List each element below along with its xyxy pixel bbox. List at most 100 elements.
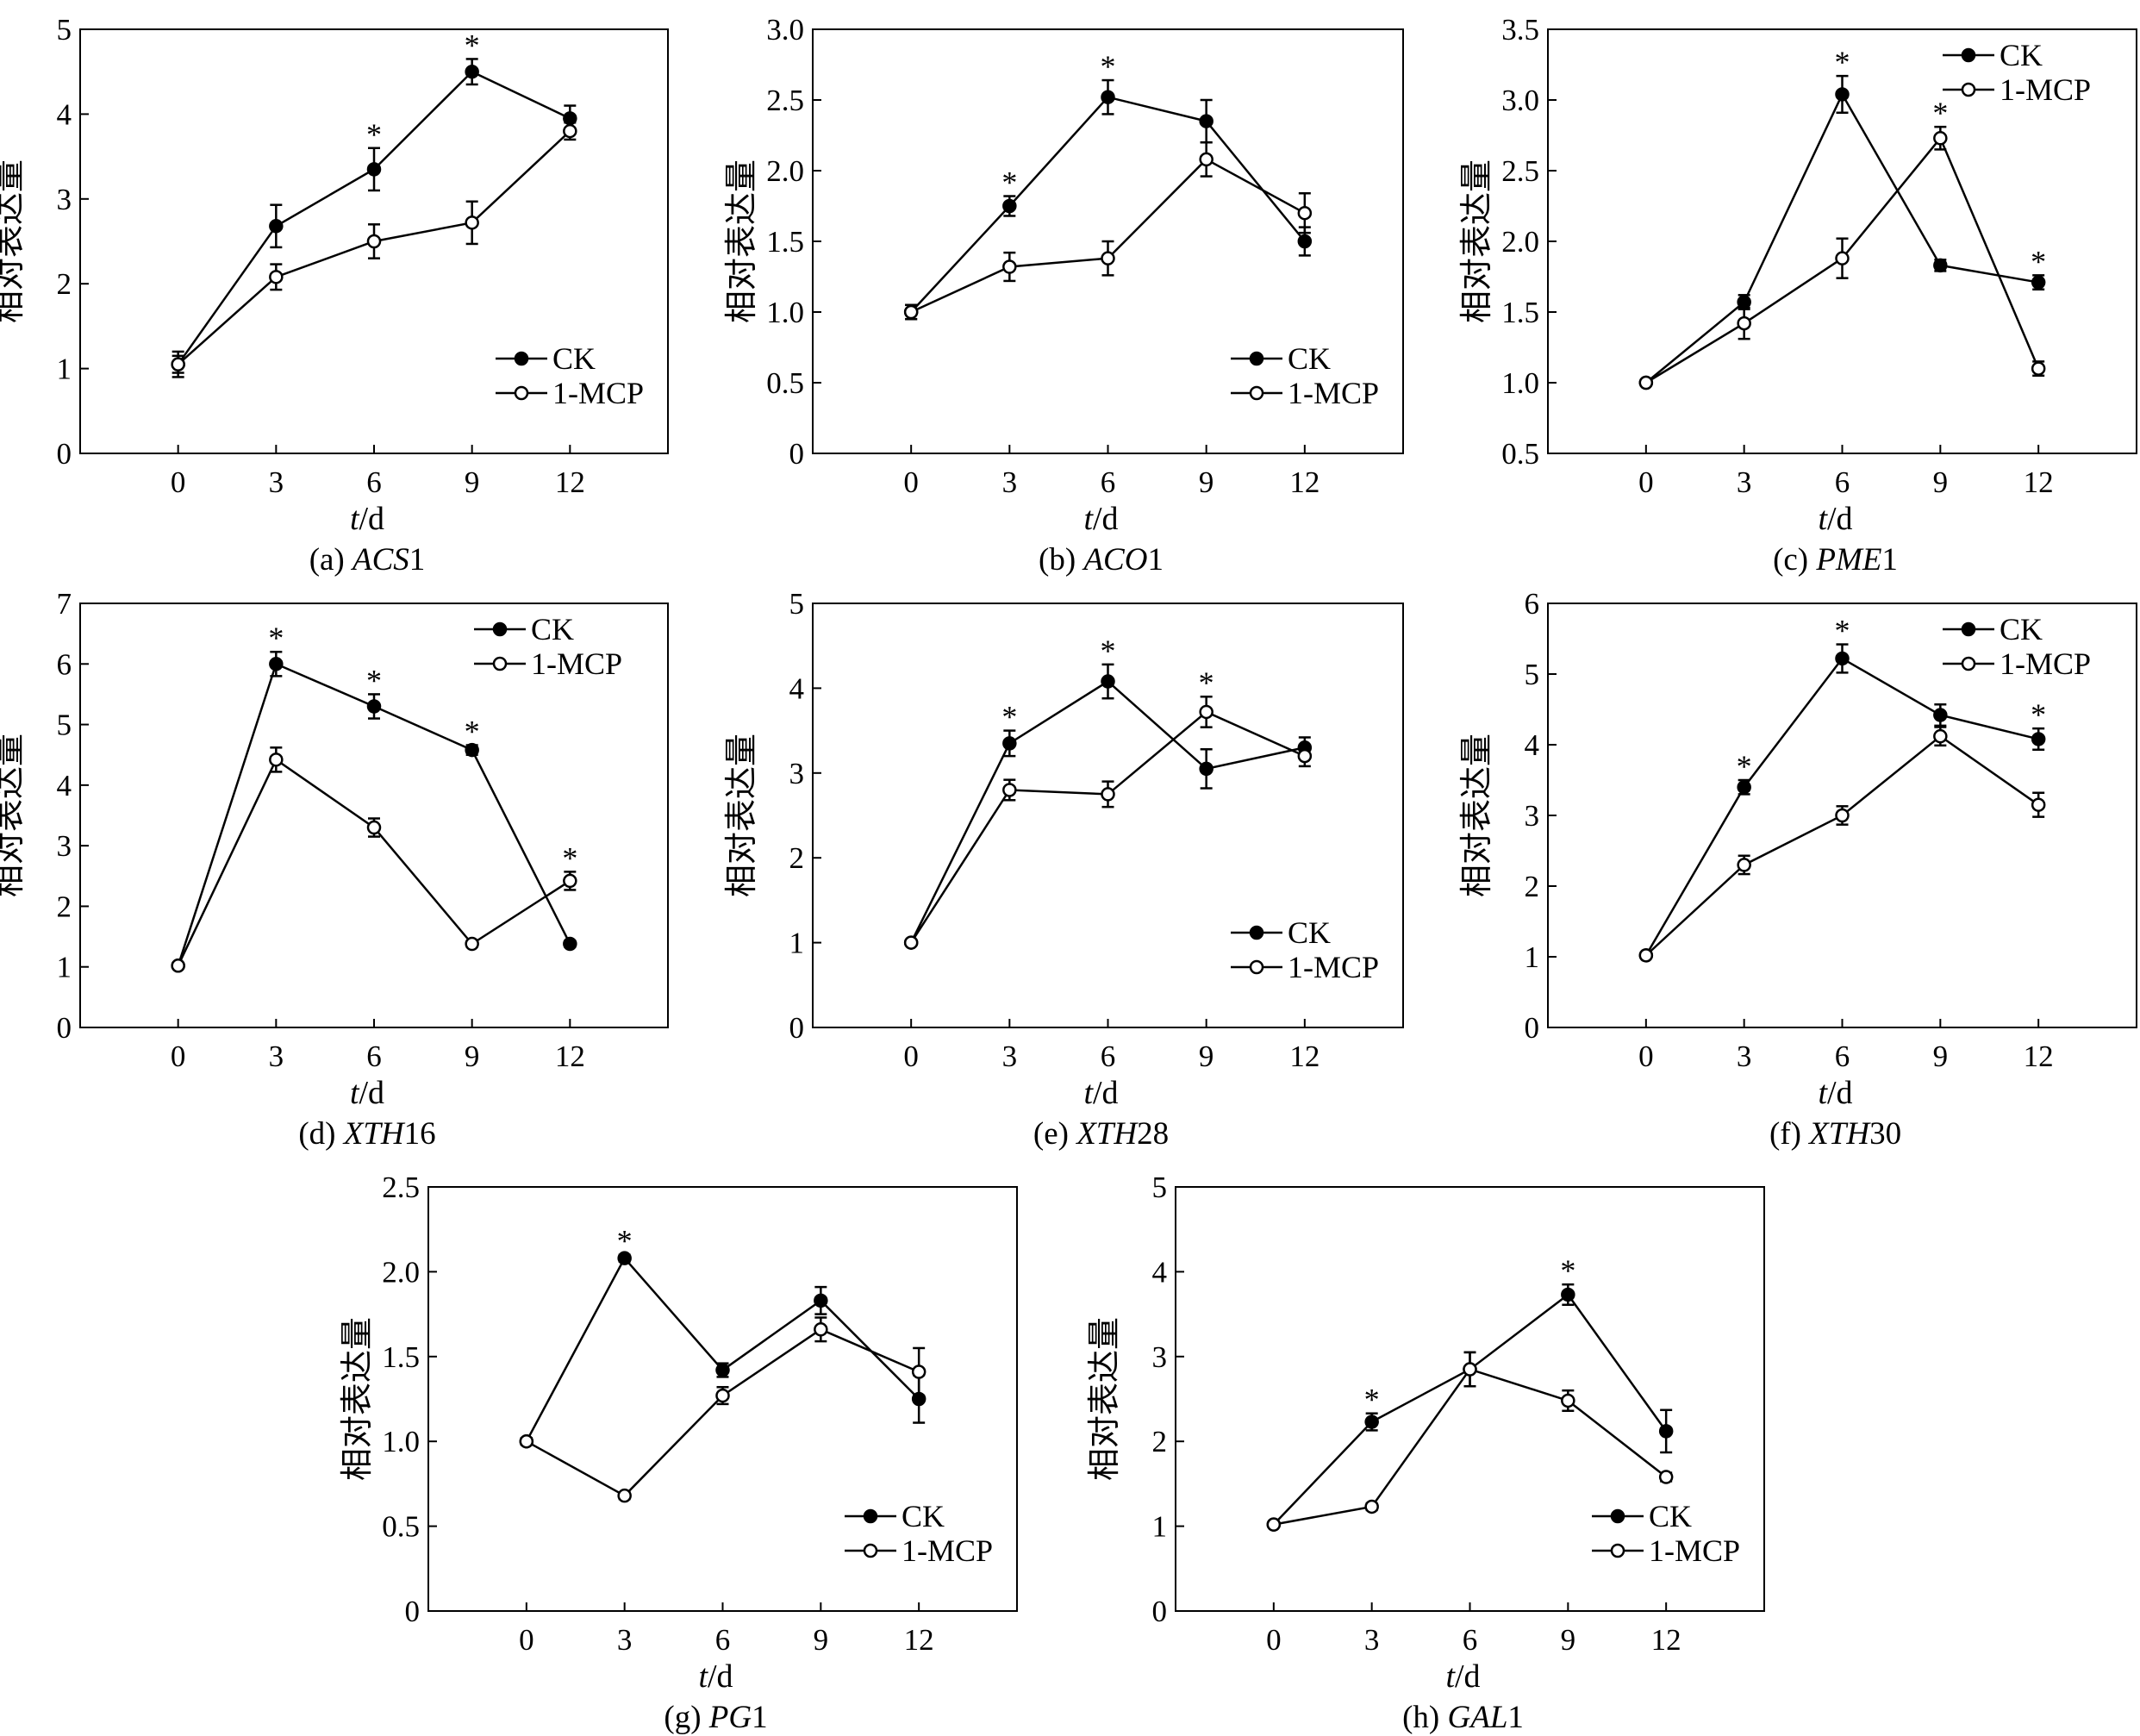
series-line-ck — [1272, 1293, 1668, 1526]
y-tick-label: 3.5 — [1501, 13, 1539, 47]
x-tick-label: 0 — [903, 1040, 919, 1073]
x-tick-label: 9 — [465, 1040, 480, 1073]
x-axis-label-var: t — [1445, 1658, 1456, 1695]
y-tick-label: 5 — [57, 709, 72, 742]
x-axis-label: t/d — [1083, 1075, 1118, 1111]
legend-label: CK — [902, 1499, 945, 1533]
y-axis-label: 相对表达量 — [1457, 159, 1495, 323]
significance-marker: * — [1364, 1383, 1380, 1417]
data-point-ck — [1199, 761, 1213, 777]
data-point-1-mcp — [1835, 808, 1850, 823]
x-tick-label: 3 — [269, 465, 284, 499]
y-tick-label: 4 — [789, 671, 805, 705]
data-point-1-mcp — [1297, 748, 1313, 764]
series-line-ck — [910, 679, 1306, 944]
x-axis-label: t/d — [1445, 1658, 1480, 1695]
caption-label: (b) — [1039, 542, 1083, 578]
data-point-1-mcp — [1638, 375, 1654, 390]
series-line-1-mcp — [910, 710, 1306, 944]
legend-marker — [1961, 47, 1976, 63]
data-point-1-mcp — [1638, 948, 1654, 963]
data-point-ck — [1737, 779, 1751, 795]
data-point-ck — [1658, 1424, 1674, 1439]
data-point-1-mcp — [617, 1488, 632, 1503]
data-point-1-mcp — [465, 936, 479, 952]
panel-caption: (e) XTH28 — [1033, 1116, 1169, 1152]
data-point-ck — [269, 219, 284, 234]
legend-marker — [1610, 1543, 1625, 1558]
caption-gene: ACS — [350, 542, 409, 578]
y-tick-label: 1 — [1525, 940, 1540, 974]
x-tick-label: 9 — [1199, 465, 1214, 499]
x-tick-label: 6 — [1101, 1040, 1116, 1073]
y-tick-label: 3 — [1525, 799, 1540, 833]
x-tick-label: 9 — [465, 465, 480, 499]
y-tick-label: 0 — [57, 437, 72, 471]
legend-label: 1-MCP — [1288, 950, 1379, 984]
panel-caption: (g) PG1 — [664, 1700, 767, 1735]
chart-panel-b: 00.51.01.52.02.53.00 3 6 9 12t/d(b) ACO1相对表达… — [722, 13, 1404, 578]
data-point-1-mcp — [715, 1388, 730, 1403]
x-tick-label: 12 — [1289, 465, 1320, 499]
x-tick-label: 6 — [1835, 465, 1850, 499]
y-tick-label: 3 — [1152, 1340, 1168, 1374]
data-point-ck — [715, 1363, 730, 1377]
y-tick-label: 3 — [789, 757, 805, 790]
legend-marker — [1249, 925, 1264, 940]
data-point-ck — [2031, 275, 2046, 290]
data-point-1-mcp — [1463, 1362, 1477, 1377]
data-point-1-mcp — [1561, 1393, 1575, 1408]
x-tick-label: 12 — [904, 1623, 934, 1657]
significance-marker: * — [1101, 634, 1116, 668]
x-axis-label-var: t — [350, 1075, 360, 1111]
x-tick-label: 3 — [1737, 465, 1752, 499]
x-axis-label-unit: /d — [1455, 1658, 1481, 1695]
caption-label: (f) — [1769, 1116, 1809, 1152]
caption-gene: XTH — [1075, 1116, 1139, 1152]
x-tick-label: 6 — [366, 1040, 382, 1073]
x-tick-label: 6 — [1463, 1623, 1478, 1657]
panel-caption: (a) ACS1 — [309, 542, 426, 578]
data-point-1-mcp — [911, 1364, 927, 1379]
panel-caption: (b) ACO1 — [1039, 542, 1164, 578]
legend-label: CK — [1649, 1499, 1692, 1533]
legend-marker — [1610, 1508, 1625, 1524]
y-tick-label: 0 — [1525, 1011, 1540, 1045]
legend-marker — [1249, 959, 1264, 975]
y-tick-label: 2 — [57, 267, 72, 301]
y-tick-label: 3.0 — [766, 13, 804, 47]
x-tick-label: 12 — [1651, 1623, 1681, 1657]
data-point-1-mcp — [1835, 251, 1850, 265]
panel-caption: (h) GAL1 — [1402, 1700, 1524, 1735]
y-tick-label: 0 — [789, 1011, 805, 1045]
caption-gene: XTH — [1807, 1116, 1871, 1152]
x-axis-label-var: t — [1818, 501, 1828, 537]
x-tick-label: 12 — [1289, 1040, 1320, 1073]
data-point-ck — [1199, 114, 1213, 128]
legend-marker — [492, 656, 508, 671]
y-tick-label: 3 — [57, 829, 72, 863]
legend-label: 1-MCP — [1649, 1533, 1740, 1568]
legend-label: 1-MCP — [552, 376, 644, 410]
y-tick-label: 0 — [57, 1011, 72, 1045]
chart-panel-g: 00.51.01.52.02.50 3 6 9 12t/d(g) PG1相对表达量*CK… — [338, 1171, 1018, 1735]
data-point-1-mcp — [171, 959, 185, 973]
x-tick-label: 3 — [617, 1623, 633, 1657]
significance-marker: * — [1835, 614, 1850, 648]
x-tick-label: 0 — [903, 465, 919, 499]
x-axis-label-unit: /d — [1827, 501, 1853, 537]
x-tick-label: 6 — [1101, 465, 1116, 499]
chart-panel-c: 0.51.01.52.02.53.03.50 3 6 9 12t/d(c) PME1相对… — [1457, 13, 2137, 578]
legend-label: CK — [2000, 38, 2043, 72]
data-point-1-mcp — [269, 752, 284, 767]
data-point-1-mcp — [1002, 783, 1017, 797]
legend-marker — [1249, 351, 1264, 366]
y-tick-label: 5 — [1152, 1171, 1168, 1204]
data-point-1-mcp — [1737, 858, 1751, 872]
x-axis-label-unit: /d — [359, 1075, 385, 1111]
caption-number: 1 — [1881, 542, 1898, 578]
data-point-ck — [465, 64, 479, 79]
